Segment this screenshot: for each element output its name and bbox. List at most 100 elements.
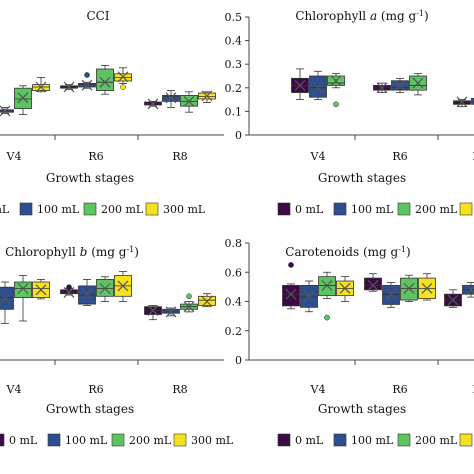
panel-top-left <box>0 65 224 140</box>
mean-marker <box>81 79 93 91</box>
x-tick-label: R6 <box>88 383 103 396</box>
mean-marker <box>117 71 129 83</box>
x-tick-label: V4 <box>6 150 22 163</box>
mean-marker <box>412 77 424 89</box>
mean-marker <box>165 306 177 318</box>
mean-marker <box>0 293 11 305</box>
mean-marker <box>201 296 213 307</box>
box-0ml-r8 <box>144 98 162 110</box>
x-tick-label: V4 <box>310 150 326 163</box>
mean-marker <box>63 81 75 93</box>
mean-marker <box>385 288 397 300</box>
x-tick-label: R8 <box>472 383 474 396</box>
box-200ml-r6 <box>96 276 114 302</box>
panel-title-top-right: Chlorophyll a (mg g-1) <box>295 9 428 23</box>
legend-swatch <box>333 202 347 216</box>
y-tick-label: 0.4 <box>225 296 243 309</box>
box-100ml-v4 <box>309 70 327 100</box>
box-0ml-r6 <box>364 273 382 292</box>
panel-bottom-right <box>245 242 474 447</box>
box-100ml-r8 <box>471 98 474 105</box>
box-100ml-v4 <box>0 105 14 117</box>
x-tick-label: R8 <box>172 150 187 163</box>
box-300ml-v4 <box>32 278 50 300</box>
box-300ml-v4 <box>32 77 50 93</box>
x-axis-label: Growth stages <box>46 171 134 185</box>
mean-marker <box>99 76 111 88</box>
x-tick-label: R6 <box>88 150 103 163</box>
panel-title-bottom-left: Chlorophyll b (mg g-1) <box>5 245 139 259</box>
box-200ml-r6 <box>409 73 427 96</box>
x-tick-label: R6 <box>392 150 407 163</box>
legend-label: 100 mL <box>37 203 80 216</box>
mean-marker <box>183 95 195 107</box>
y-tick-label: 0.2 <box>225 325 243 338</box>
panel-bottom-left <box>0 271 224 447</box>
x-tick-label: R8 <box>472 150 474 163</box>
mean-marker <box>63 286 75 298</box>
y-tick-label: 0 <box>235 129 242 142</box>
mean-marker <box>367 279 379 291</box>
box-200ml-v4 <box>14 85 32 115</box>
outlier-point <box>186 293 192 300</box>
legend-label: 100 mL <box>351 434 394 447</box>
mean-marker <box>201 90 213 102</box>
legend-label: 0 mL <box>295 434 324 447</box>
legend-swatch <box>277 433 291 447</box>
legend-label: 200 mL <box>415 434 458 447</box>
box-100ml-r6 <box>382 282 400 308</box>
legend-swatch <box>111 433 125 447</box>
legend-swatch <box>173 433 187 447</box>
mean-marker <box>421 282 433 294</box>
legend-label: 200 mL <box>101 203 144 216</box>
box-100ml-r6 <box>78 72 96 91</box>
x-axis-label: Growth stages <box>318 171 406 185</box>
legend-label: 100 mL <box>351 203 394 216</box>
box-300ml-r8 <box>198 90 216 103</box>
mean-marker <box>35 81 47 93</box>
box-100ml-r6 <box>78 278 96 306</box>
legend-label: 200 mL <box>415 203 458 216</box>
box-body <box>282 285 300 307</box>
mean-marker <box>81 288 93 300</box>
legend-label: 300 mL <box>191 434 234 447</box>
box-200ml-r8 <box>180 91 198 113</box>
box-200ml-r6 <box>96 65 114 95</box>
legend-swatch <box>459 433 473 447</box>
box-300ml-r8 <box>198 293 216 308</box>
box-body <box>96 68 114 92</box>
y-tick-label: 0.4 <box>225 35 243 48</box>
panel-title-top-left: CCI <box>86 9 109 23</box>
y-tick-label: 0.8 <box>225 237 243 250</box>
mean-marker <box>147 98 159 110</box>
legend-swatch <box>459 202 473 216</box>
mean-marker <box>17 283 29 294</box>
box-100ml-v4 <box>0 281 14 325</box>
box-200ml-v4 <box>318 271 336 321</box>
box-100ml-r8 <box>162 90 180 108</box>
legend-swatch <box>83 202 97 216</box>
mean-marker <box>447 294 459 306</box>
box-body <box>471 98 474 105</box>
y-tick-label: 0.2 <box>225 82 243 95</box>
legend-swatch <box>397 433 411 447</box>
y-tick-label: 0.6 <box>225 266 243 279</box>
x-tick-label: V4 <box>6 383 22 396</box>
outlier-point <box>66 284 72 291</box>
mean-marker <box>0 105 11 117</box>
box-0ml-r8 <box>453 96 471 108</box>
box-0ml-v4 <box>282 262 300 310</box>
panel-title-bottom-right: Carotenoids (mg g-1) <box>285 245 410 259</box>
legend-swatch <box>397 202 411 216</box>
x-axis-label: Growth stages <box>46 402 134 416</box>
outlier-point <box>324 314 330 321</box>
box-0ml-v4 <box>291 68 309 100</box>
mean-marker <box>17 92 29 104</box>
x-tick-label: V4 <box>310 383 326 396</box>
legend-swatch <box>47 433 61 447</box>
box-200ml-v4 <box>327 73 345 108</box>
mean-marker <box>147 305 159 317</box>
box-300ml-r6 <box>418 273 436 301</box>
mean-marker <box>339 282 351 294</box>
